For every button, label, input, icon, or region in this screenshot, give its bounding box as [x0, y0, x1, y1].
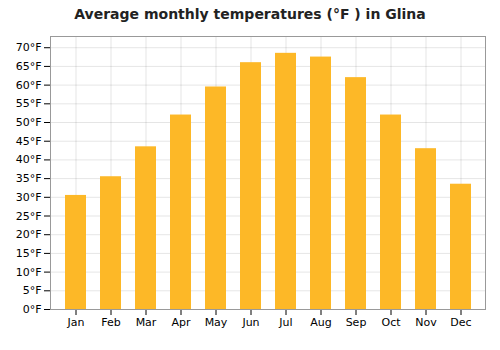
- svg-text:20°F: 20°F: [16, 228, 42, 241]
- svg-text:Feb: Feb: [101, 316, 120, 329]
- svg-text:35°F: 35°F: [16, 172, 42, 185]
- svg-text:25°F: 25°F: [16, 210, 42, 223]
- svg-text:Nov: Nov: [415, 316, 437, 329]
- svg-text:Jan: Jan: [67, 316, 85, 329]
- svg-text:Jun: Jun: [241, 316, 259, 329]
- svg-text:Mar: Mar: [136, 316, 157, 329]
- svg-text:Sep: Sep: [346, 316, 367, 329]
- svg-text:40°F: 40°F: [16, 153, 42, 166]
- svg-text:55°F: 55°F: [16, 97, 42, 110]
- svg-text:65°F: 65°F: [16, 60, 42, 73]
- svg-text:30°F: 30°F: [16, 191, 42, 204]
- svg-text:10°F: 10°F: [16, 266, 42, 279]
- svg-text:60°F: 60°F: [16, 79, 42, 92]
- svg-text:Jul: Jul: [278, 316, 292, 329]
- svg-text:Aug: Aug: [310, 316, 331, 329]
- svg-text:Oct: Oct: [381, 316, 401, 329]
- svg-text:0°F: 0°F: [23, 303, 42, 316]
- svg-text:15°F: 15°F: [16, 247, 42, 260]
- svg-text:Apr: Apr: [171, 316, 191, 329]
- svg-text:5°F: 5°F: [23, 284, 42, 297]
- svg-text:70°F: 70°F: [16, 41, 42, 54]
- html-text:Average monthly temperatures (: Average monthly temperatures (°F ) in Gl…: [74, 6, 426, 22]
- svg-text:50°F: 50°F: [16, 116, 42, 129]
- svg-text:Dec: Dec: [450, 316, 471, 329]
- svg-text:45°F: 45°F: [16, 135, 42, 148]
- svg-text:May: May: [205, 316, 228, 329]
